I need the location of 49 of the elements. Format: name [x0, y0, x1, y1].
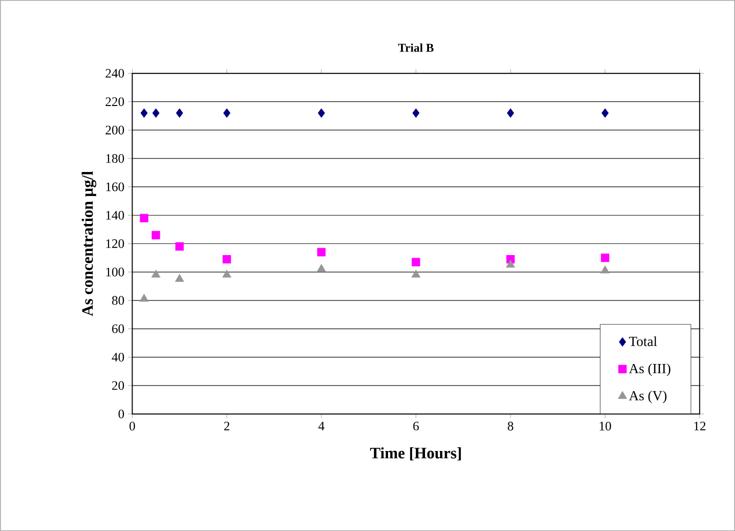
point: [140, 294, 149, 302]
point: [506, 108, 514, 118]
y-tick-label: 40: [112, 352, 124, 362]
y-tick-label: 200: [106, 126, 124, 134]
y-tick-label: 140: [106, 210, 124, 220]
point: [412, 108, 420, 118]
point: [175, 274, 184, 282]
point: [152, 108, 160, 118]
point: [506, 260, 516, 268]
point: [317, 248, 326, 256]
point: [318, 108, 325, 118]
y-tick-label: 220: [106, 97, 124, 106]
x-tick-label: 4: [318, 422, 324, 430]
point: [222, 270, 232, 278]
y-tick-label: 120: [106, 239, 124, 248]
legend-label: Total: [629, 336, 657, 346]
x-axis-title: Time [Hours]: [370, 447, 461, 460]
point: [175, 242, 184, 251]
y-tick-label: 180: [106, 154, 124, 163]
point: [140, 108, 148, 118]
x-tick-label: 12: [694, 422, 706, 430]
point: [411, 270, 420, 278]
point: [152, 230, 160, 240]
y-tick-label: 100: [106, 268, 124, 276]
y-tick-label: 160: [106, 182, 124, 192]
point: [140, 214, 148, 222]
point: [176, 108, 184, 118]
y-tick-label: 80: [112, 296, 124, 305]
point: [222, 254, 232, 264]
point: [600, 254, 610, 262]
y-axis-title: As concentration µg/l: [82, 171, 96, 316]
x-tick-label: 2: [224, 422, 230, 430]
point: [316, 264, 326, 272]
y-tick-label: 20: [112, 381, 124, 390]
x-tick-label: 8: [508, 422, 514, 430]
point: [223, 108, 230, 118]
chart-title: Trial B: [398, 43, 434, 52]
point: [602, 108, 609, 118]
legend-label: As (V): [628, 390, 666, 404]
point: [412, 258, 420, 266]
point: [600, 265, 610, 274]
x-tick-label: 0: [130, 422, 135, 430]
y-tick-label: 60: [112, 324, 124, 334]
y-tick-label: 240: [106, 68, 124, 78]
x-tick-label: 6: [413, 422, 419, 430]
y-tick-label: 0: [118, 409, 124, 418]
point: [151, 270, 160, 278]
legend-label: As (III): [628, 363, 670, 376]
x-tick-label: 10: [600, 422, 612, 430]
